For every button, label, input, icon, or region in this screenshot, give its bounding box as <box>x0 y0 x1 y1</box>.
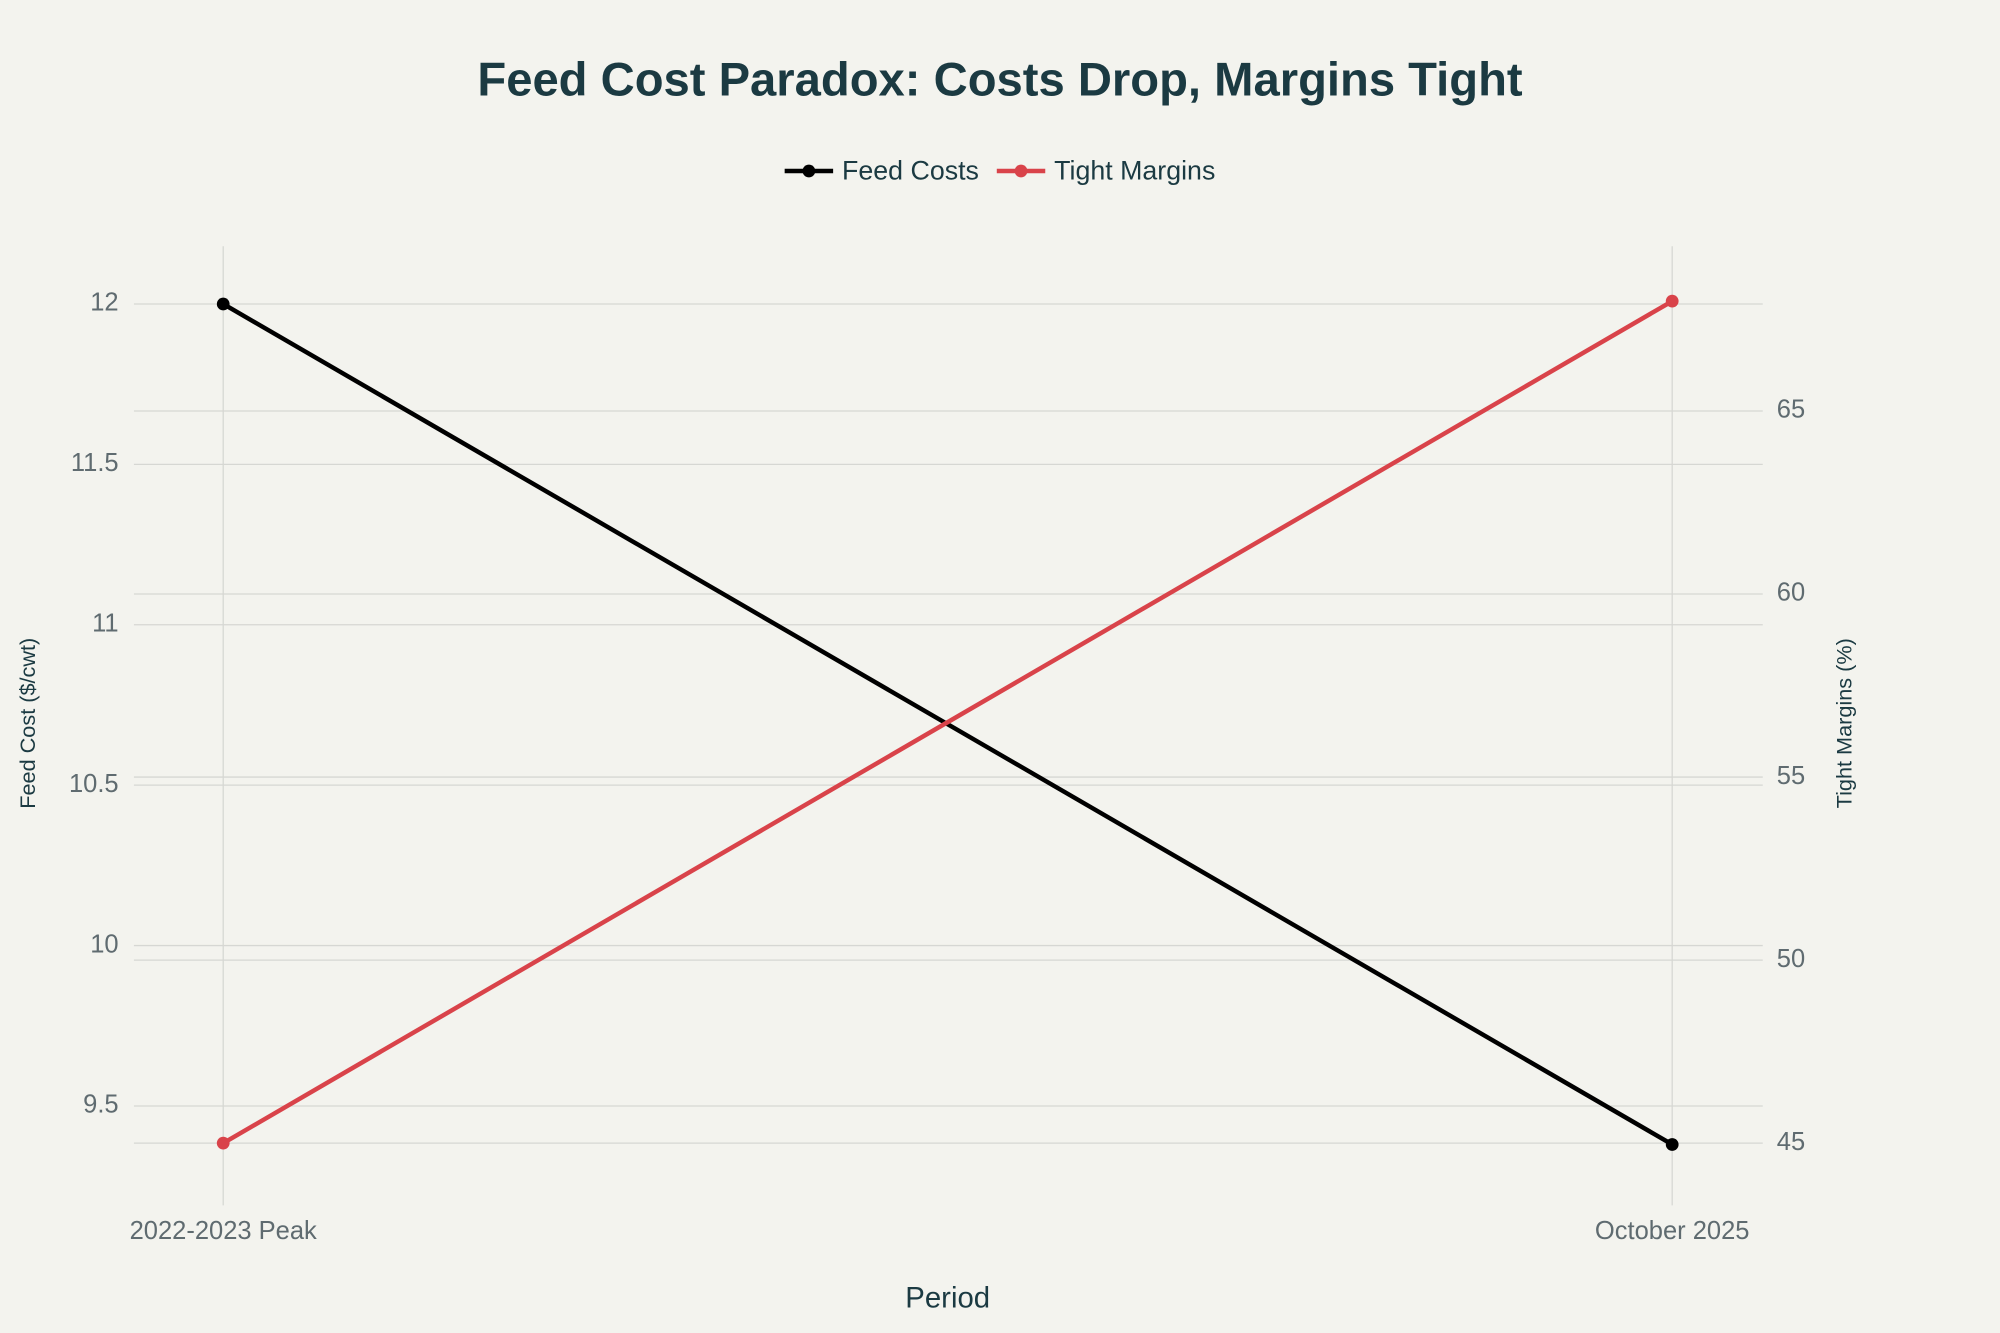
y-tick-label: 10 <box>90 930 118 958</box>
chart-title: Feed Cost Paradox: Costs Drop, Margins T… <box>477 53 1523 106</box>
y2-axis-title: Tight Margins (%) <box>1831 638 1856 808</box>
x-axis-title: Period <box>905 1282 990 1315</box>
x-tick-label: 2022-2023 Peak <box>130 1217 317 1245</box>
y2-tick-label: 55 <box>1777 762 1805 790</box>
legend-marker <box>1014 164 1028 178</box>
legend-label: Feed Costs <box>842 155 979 185</box>
x-tick-label: October 2025 <box>1595 1217 1750 1245</box>
data-point <box>216 1136 230 1150</box>
y-tick-label: 10.5 <box>69 770 119 798</box>
y2-tick-label: 60 <box>1777 579 1805 607</box>
legend-label: Tight Margins <box>1054 155 1215 185</box>
legend: Feed Costs Tight Margins <box>784 155 1215 185</box>
y-axis-title: Feed Cost ($/cwt) <box>15 638 40 809</box>
series-line <box>222 299 1674 1146</box>
y-tick-label: 12 <box>90 289 118 317</box>
y-tick-label: 11.5 <box>71 449 119 477</box>
legend-marker <box>802 164 816 178</box>
grid <box>133 246 1763 1206</box>
y2-tick-label: 45 <box>1777 1128 1805 1156</box>
y2-tick-label: 50 <box>1777 945 1805 973</box>
legend-item: Feed Costs <box>784 155 979 185</box>
data-point <box>1665 1138 1679 1151</box>
y-tick-label: 9.5 <box>83 1091 118 1119</box>
y2-tick-label: 65 <box>1777 396 1805 424</box>
data-point <box>1665 294 1679 308</box>
legend-item: Tight Margins <box>996 155 1215 185</box>
y-tick-label: 11 <box>92 609 118 637</box>
data-point <box>216 297 230 311</box>
